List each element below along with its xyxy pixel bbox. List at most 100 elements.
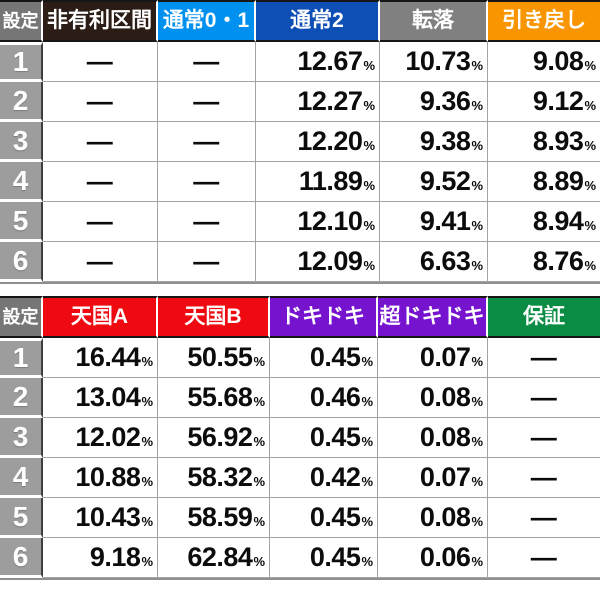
col-header-setting: 設定 xyxy=(0,0,43,42)
value-cell: 8.94% xyxy=(488,202,600,242)
value-cell: 0.45% xyxy=(270,338,378,378)
value-cell: 13.04% xyxy=(43,378,158,418)
value-cell: — xyxy=(488,538,600,578)
header-row: 設定 非有利区間 通常0・1 通常2 転落 引き戻し xyxy=(0,0,600,42)
value-cell: 8.89% xyxy=(488,162,600,202)
table-row: 6 9.18% 62.84% 0.45% 0.06% — xyxy=(0,538,600,578)
table-row: 5 — — 12.10% 9.41% 8.94% xyxy=(0,202,600,242)
header-row: 設定 天国A 天国B ドキドキ 超ドキドキ 保証 xyxy=(0,296,600,338)
col-header-cho-dokidoki: 超ドキドキ xyxy=(378,296,488,338)
table-row: 1 16.44% 50.55% 0.45% 0.07% — xyxy=(0,338,600,378)
value-cell: 62.84% xyxy=(158,538,270,578)
table-row: 4 — — 11.89% 9.52% 8.89% xyxy=(0,162,600,202)
value-cell: 0.06% xyxy=(378,538,488,578)
setting-number-cell: 6 xyxy=(0,242,43,282)
heaven-states-table: 設定 天国A 天国B ドキドキ 超ドキドキ 保証 1 16.44% 50.55%… xyxy=(0,296,600,580)
setting-number-cell: 1 xyxy=(0,42,43,82)
setting-number-cell: 2 xyxy=(0,378,43,418)
table-row: 1 — — 12.67% 10.73% 9.08% xyxy=(0,42,600,82)
value-cell: — xyxy=(43,242,158,282)
value-cell: — xyxy=(43,162,158,202)
value-cell: 55.68% xyxy=(158,378,270,418)
value-cell: 12.09% xyxy=(256,242,380,282)
normal-states-table: 設定 非有利区間 通常0・1 通常2 転落 引き戻し 1 — — 12.67% … xyxy=(0,0,600,284)
setting-number-cell: 5 xyxy=(0,202,43,242)
value-cell: 6.63% xyxy=(380,242,488,282)
setting-number-cell: 6 xyxy=(0,538,43,578)
value-cell: 10.88% xyxy=(43,458,158,498)
value-cell: — xyxy=(158,162,256,202)
value-cell: 9.08% xyxy=(488,42,600,82)
table-row: 3 12.02% 56.92% 0.45% 0.08% — xyxy=(0,418,600,458)
value-cell: 0.07% xyxy=(378,458,488,498)
table-row: 2 — — 12.27% 9.36% 9.12% xyxy=(0,82,600,122)
value-cell: — xyxy=(488,458,600,498)
value-cell: — xyxy=(488,498,600,538)
col-header-non-yuri-kukan: 非有利区間 xyxy=(43,0,158,42)
value-cell: — xyxy=(158,202,256,242)
value-cell: 0.07% xyxy=(378,338,488,378)
value-cell: 58.59% xyxy=(158,498,270,538)
table-gap xyxy=(0,284,600,296)
value-cell: 56.92% xyxy=(158,418,270,458)
setting-number-cell: 3 xyxy=(0,122,43,162)
col-header-hosho: 保証 xyxy=(488,296,600,338)
col-header-tengoku-a: 天国A xyxy=(43,296,158,338)
col-header-tengoku-b: 天国B xyxy=(158,296,270,338)
table-row: 5 10.43% 58.59% 0.45% 0.08% — xyxy=(0,498,600,538)
value-cell: 0.08% xyxy=(378,498,488,538)
setting-number-cell: 3 xyxy=(0,418,43,458)
col-header-hikimodoshi: 引き戻し xyxy=(488,0,600,42)
value-cell: 12.10% xyxy=(256,202,380,242)
value-cell: 9.12% xyxy=(488,82,600,122)
value-cell: — xyxy=(158,122,256,162)
table-row: 6 — — 12.09% 6.63% 8.76% xyxy=(0,242,600,282)
col-header-tsujo-0-1: 通常0・1 xyxy=(158,0,256,42)
col-header-setting: 設定 xyxy=(0,296,43,338)
col-header-tsujo-2: 通常2 xyxy=(256,0,380,42)
value-cell: 9.41% xyxy=(380,202,488,242)
value-cell: 0.45% xyxy=(270,418,378,458)
value-cell: 12.67% xyxy=(256,42,380,82)
value-cell: — xyxy=(158,82,256,122)
col-header-dokidoki: ドキドキ xyxy=(270,296,378,338)
value-cell: 0.46% xyxy=(270,378,378,418)
value-cell: 12.20% xyxy=(256,122,380,162)
value-cell: 8.93% xyxy=(488,122,600,162)
value-cell: — xyxy=(43,202,158,242)
setting-probability-page: 設定 非有利区間 通常0・1 通常2 転落 引き戻し 1 — — 12.67% … xyxy=(0,0,600,580)
value-cell: 8.76% xyxy=(488,242,600,282)
value-cell: — xyxy=(488,378,600,418)
value-cell: 0.08% xyxy=(378,378,488,418)
table-row: 2 13.04% 55.68% 0.46% 0.08% — xyxy=(0,378,600,418)
value-cell: 12.27% xyxy=(256,82,380,122)
value-cell: — xyxy=(158,42,256,82)
value-cell: 0.45% xyxy=(270,498,378,538)
value-cell: 9.38% xyxy=(380,122,488,162)
value-cell: 50.55% xyxy=(158,338,270,378)
table-row: 3 — — 12.20% 9.38% 8.93% xyxy=(0,122,600,162)
table-row: 4 10.88% 58.32% 0.42% 0.07% — xyxy=(0,458,600,498)
value-cell: — xyxy=(43,82,158,122)
col-header-tenraku: 転落 xyxy=(380,0,488,42)
value-cell: 9.36% xyxy=(380,82,488,122)
value-cell: 9.52% xyxy=(380,162,488,202)
value-cell: 0.42% xyxy=(270,458,378,498)
setting-number-cell: 4 xyxy=(0,458,43,498)
value-cell: — xyxy=(43,42,158,82)
setting-number-cell: 2 xyxy=(0,82,43,122)
value-cell: 0.08% xyxy=(378,418,488,458)
value-cell: 10.43% xyxy=(43,498,158,538)
setting-number-cell: 5 xyxy=(0,498,43,538)
setting-number-cell: 4 xyxy=(0,162,43,202)
value-cell: — xyxy=(488,338,600,378)
value-cell: 16.44% xyxy=(43,338,158,378)
value-cell: 10.73% xyxy=(380,42,488,82)
setting-number-cell: 1 xyxy=(0,338,43,378)
value-cell: 12.02% xyxy=(43,418,158,458)
value-cell: — xyxy=(158,242,256,282)
value-cell: 58.32% xyxy=(158,458,270,498)
value-cell: 0.45% xyxy=(270,538,378,578)
value-cell: 9.18% xyxy=(43,538,158,578)
value-cell: 11.89% xyxy=(256,162,380,202)
